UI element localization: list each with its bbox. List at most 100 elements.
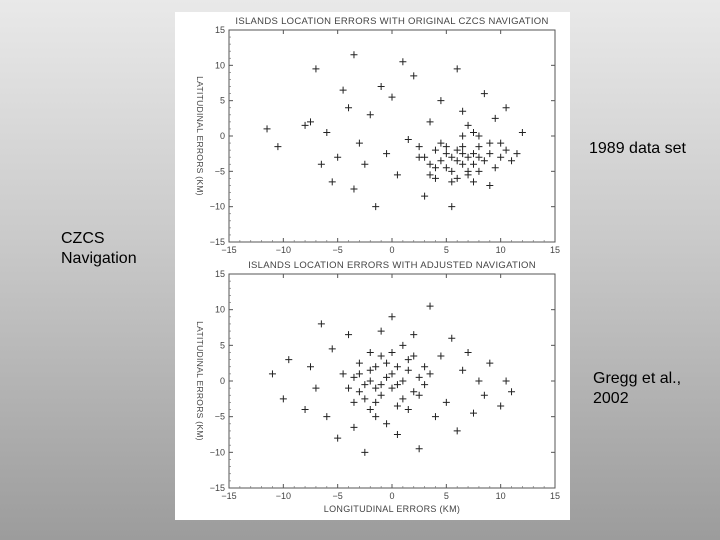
x-tick-label: −5 [333, 245, 343, 255]
data-point [415, 373, 423, 381]
data-point [404, 366, 412, 374]
data-point [480, 90, 488, 98]
data-point [307, 118, 314, 126]
data-point [361, 381, 369, 389]
data-point [459, 366, 467, 374]
x-tick-label: −5 [333, 491, 343, 501]
data-point [355, 359, 363, 367]
data-point [459, 160, 467, 168]
data-point [285, 356, 293, 364]
y-tick-label: −5 [215, 166, 225, 176]
data-point [410, 352, 418, 360]
navigation-label: CZCS Navigation [61, 230, 137, 267]
y-tick-label: 5 [220, 96, 225, 106]
data-point [426, 118, 434, 126]
chart-bottom: ISLANDS LOCATION ERRORS WITH ADJUSTED NA… [195, 260, 560, 514]
data-point [263, 125, 271, 133]
data-point [437, 139, 445, 147]
data-point [453, 427, 461, 435]
data-point [301, 121, 309, 129]
data-point [404, 136, 412, 144]
data-point [442, 150, 450, 158]
data-point [464, 153, 472, 161]
data-point [393, 402, 401, 410]
data-point [345, 331, 353, 339]
data-point [415, 143, 423, 151]
data-point [383, 150, 391, 158]
figure-panel: ISLANDS LOCATION ERRORS WITH ORIGINAL CZ… [175, 12, 570, 520]
data-point [470, 178, 477, 186]
data-point [388, 348, 396, 356]
data-point [431, 413, 439, 421]
data-point [317, 160, 325, 168]
data-point [279, 395, 287, 403]
data-point [339, 370, 347, 378]
data-point [480, 157, 488, 165]
data-point [437, 97, 445, 105]
data-point [393, 431, 401, 438]
data-point [410, 388, 418, 396]
data-point [448, 153, 456, 161]
data-point [431, 146, 439, 154]
data-point [377, 83, 385, 91]
data-point [464, 121, 472, 129]
data-point [366, 111, 374, 119]
data-point [350, 185, 358, 193]
data-point [350, 373, 358, 381]
data-point [355, 370, 363, 378]
data-point [399, 395, 407, 403]
data-point [442, 164, 450, 172]
y-tick-label: −15 [210, 483, 225, 493]
data-point [486, 181, 494, 189]
data-point [486, 359, 494, 367]
data-point [377, 352, 385, 360]
dataset-label: 1989 data set [589, 140, 686, 157]
data-point [372, 363, 380, 371]
data-point [307, 363, 314, 371]
data-point [475, 143, 483, 151]
data-point [421, 381, 429, 389]
data-point [475, 377, 483, 385]
data-point [388, 93, 396, 101]
data-point [339, 86, 347, 94]
y-axis-label: LATITUDINAL ERRORS (KM) [195, 76, 205, 196]
data-point [366, 366, 374, 374]
data-point [399, 377, 407, 385]
x-tick-label: 10 [496, 491, 506, 501]
data-point [470, 409, 477, 417]
data-point [377, 327, 385, 335]
data-point [410, 331, 418, 339]
data-point [361, 395, 369, 403]
data-point [431, 174, 439, 182]
data-point [421, 153, 429, 161]
data-point [453, 157, 461, 165]
data-point [404, 356, 412, 364]
data-point [334, 153, 342, 161]
y-tick-label: 5 [220, 340, 225, 350]
data-point [470, 128, 477, 136]
x-tick-label: 5 [444, 491, 449, 501]
data-point [399, 341, 407, 349]
data-point [486, 150, 494, 158]
data-point [377, 391, 385, 399]
data-point [268, 370, 276, 378]
x-tick-label: −10 [276, 491, 291, 501]
data-point [334, 434, 342, 442]
x-tick-label: 10 [496, 245, 506, 255]
x-tick-label: 0 [389, 245, 394, 255]
data-point [345, 384, 353, 392]
data-point [453, 65, 461, 73]
data-point [470, 150, 477, 158]
data-point [442, 398, 450, 406]
y-axis-label: LATITUDINAL ERRORS (KM) [195, 321, 205, 441]
data-point [518, 128, 526, 136]
data-point [486, 139, 494, 147]
x-axis-label: LONGITUDINAL ERRORS (KM) [324, 504, 460, 514]
data-point [502, 104, 510, 112]
x-tick-label: −15 [221, 245, 236, 255]
citation-label: Gregg et al., 2002 [593, 370, 682, 407]
data-point [366, 406, 374, 414]
data-point [393, 381, 401, 389]
data-point [426, 171, 434, 179]
data-point [415, 445, 423, 453]
